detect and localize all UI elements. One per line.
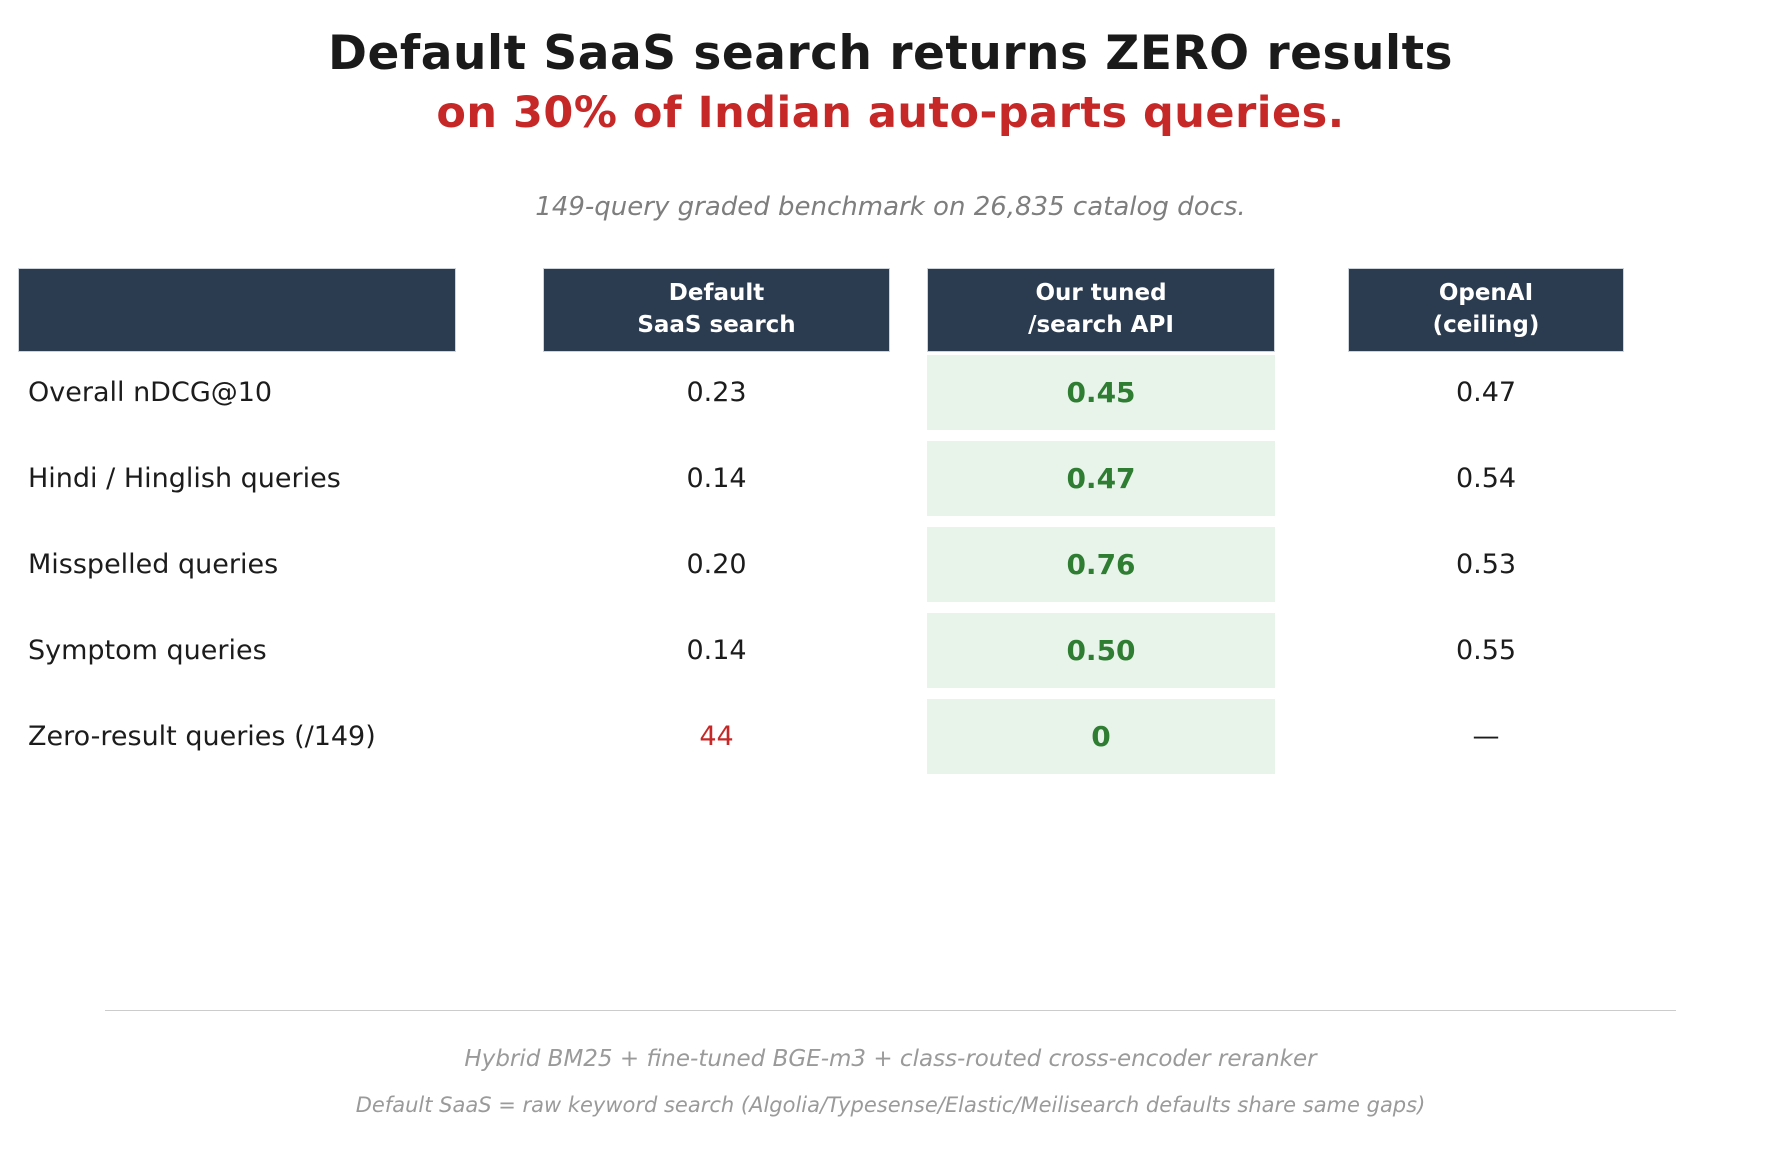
column-header-openai: OpenAI (ceiling) [1348,268,1624,352]
column-header-line: Default [668,280,765,307]
column-header-default-saas: Default SaaS search [543,268,890,352]
row-label: Hindi / Hinglish queries [28,463,341,494]
cell-openai-value: 0.53 [1455,549,1517,580]
footer-baseline-note: Default SaaS = raw keyword search (Algol… [355,1093,1426,1117]
cell-openai-value: — [1472,721,1500,752]
column-header-tuned-api: Our tuned /search API [927,268,1275,352]
cell-tuned-value-highlight: 0.76 [927,527,1275,602]
cell-tuned-value-highlight: 0.50 [927,613,1275,688]
cell-default-value-bad: 44 [699,721,734,752]
page-title-accent: on 30% of Indian auto-parts queries. [436,88,1345,138]
cell-default-value: 0.20 [686,549,747,580]
row-label: Misspelled queries [28,549,279,580]
column-header-line: /search API [1028,312,1174,338]
cell-openai-value: 0.55 [1455,635,1517,666]
column-header-line: SaaS search [637,312,796,338]
column-header-line: (ceiling) [1432,312,1540,338]
cell-tuned-value-highlight: 0.45 [927,355,1275,430]
cell-tuned-value-highlight: 0.47 [927,441,1275,516]
footer-method-note: Hybrid BM25 + fine-tuned BGE-m3 + class-… [464,1046,1317,1072]
cell-tuned-value-highlight: 0 [927,699,1275,774]
row-label: Overall nDCG@10 [28,377,273,408]
cell-openai-value: 0.54 [1455,463,1517,494]
row-label: Zero-result queries (/149) [28,721,376,752]
column-header-line: Our tuned [1035,280,1167,307]
row-label: Symptom queries [28,635,267,666]
cell-default-value: 0.23 [686,377,747,408]
column-header-line: OpenAI [1438,280,1534,307]
page-title: Default SaaS search returns ZERO results [327,26,1454,81]
cell-default-value: 0.14 [686,463,747,494]
benchmark-subtitle: 149-query graded benchmark on 26,835 cat… [535,192,1246,222]
cell-openai-value: 0.47 [1455,377,1517,408]
column-header-rowlabels [18,268,456,352]
cell-default-value: 0.14 [686,635,747,666]
footer-divider [105,1010,1676,1011]
